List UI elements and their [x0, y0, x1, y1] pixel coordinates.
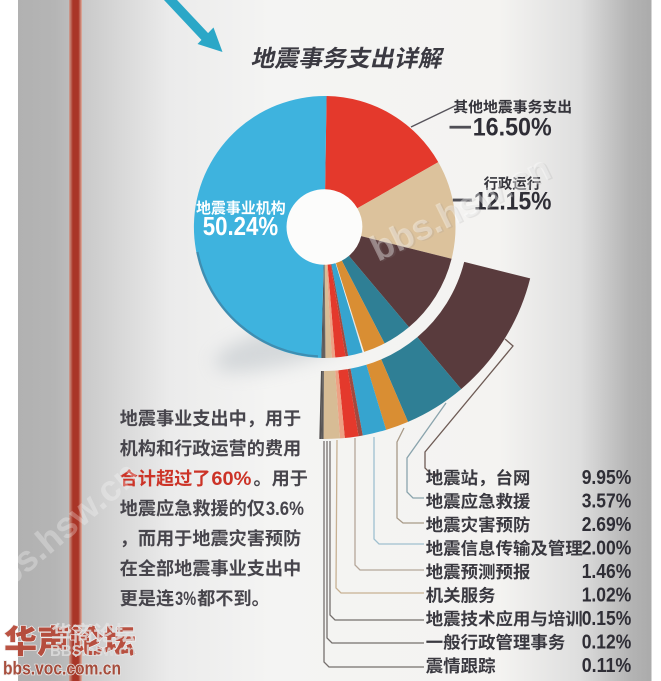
svg-text:50.24%: 50.24% — [203, 211, 279, 241]
svg-text:0.15%: 0.15% — [582, 608, 632, 630]
svg-text:1.02%: 1.02% — [582, 585, 632, 607]
svg-text:3%: 3% — [175, 588, 196, 610]
svg-text:3.57%: 3.57% — [582, 491, 632, 513]
svg-text:0.11%: 0.11% — [582, 655, 632, 677]
svg-text:BBS.hsw.cn: BBS.hsw.cn — [50, 643, 136, 660]
svg-text:9.95%: 9.95% — [582, 467, 632, 489]
svg-text:3.6%: 3.6% — [266, 498, 304, 520]
svg-text:16.50%: 16.50% — [473, 114, 552, 141]
svg-text:12.15%: 12.15% — [474, 189, 552, 216]
svg-text:bbs.voc.com.cn: bbs.voc.com.cn — [3, 659, 121, 679]
svg-text:bbs.hsw.cn: bbs.hsw.cn — [0, 453, 146, 610]
svg-text:1.46%: 1.46% — [582, 561, 632, 583]
svg-text:2.69%: 2.69% — [582, 514, 632, 536]
svg-text:0.12%: 0.12% — [582, 632, 632, 654]
svg-text:60%: 60% — [211, 468, 251, 490]
svg-text:2.00%: 2.00% — [582, 538, 632, 560]
